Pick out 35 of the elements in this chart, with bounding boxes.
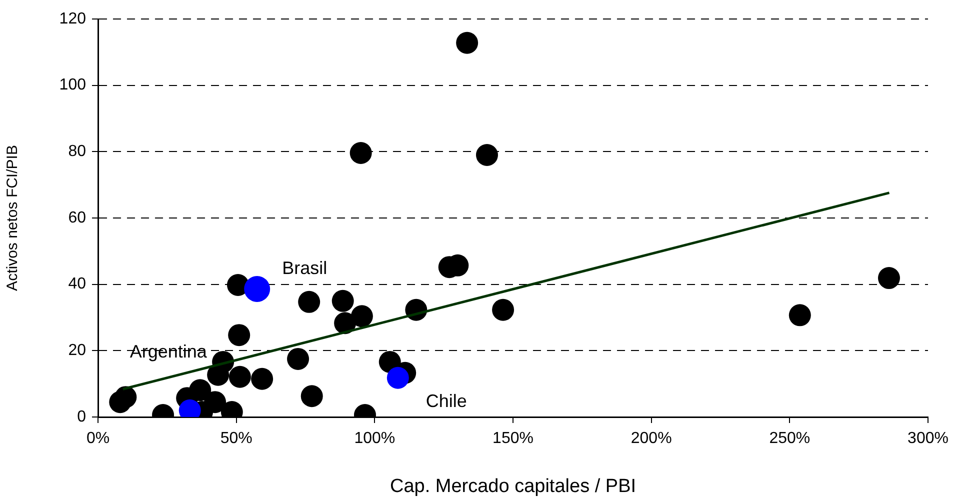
- y-tick-label: 0: [77, 408, 86, 426]
- point: [251, 368, 274, 390]
- point: [350, 142, 372, 164]
- point: [204, 391, 226, 414]
- point: [298, 290, 320, 313]
- y-tick-label: 40: [68, 276, 86, 293]
- point: [332, 290, 354, 312]
- y-tick-label: 60: [68, 209, 86, 226]
- annotation: Brasil: [282, 258, 328, 278]
- point: [878, 267, 900, 290]
- point: [350, 305, 373, 328]
- x-tick-label: 150%: [492, 430, 534, 448]
- point: [492, 298, 514, 321]
- point: [300, 385, 323, 408]
- y-tick-label: 80: [68, 143, 86, 160]
- x-tick-label: 300%: [908, 430, 948, 448]
- point: [114, 386, 137, 408]
- point: [788, 304, 811, 326]
- x-tick-label: 200%: [630, 430, 672, 448]
- y-tick-label: 100: [59, 76, 86, 94]
- point: [287, 348, 310, 370]
- x-tick-label: 250%: [769, 430, 810, 448]
- x-tick-label: 50%: [220, 430, 252, 448]
- y-tick-label: 120: [59, 10, 86, 28]
- x-axis-title: Cap. Mercado capitales / PBI: [390, 476, 636, 497]
- point: [189, 379, 212, 402]
- x-tick-label: 0%: [86, 430, 110, 448]
- point: [476, 144, 498, 166]
- x-tick-label: 100%: [354, 430, 396, 448]
- point: [228, 366, 251, 388]
- point: [456, 32, 478, 54]
- y-axis-title: Activos netos FCI/PIB: [4, 145, 22, 291]
- y-tick-label: 20: [68, 342, 86, 360]
- annotation: Chile: [426, 390, 467, 411]
- point: [228, 324, 250, 346]
